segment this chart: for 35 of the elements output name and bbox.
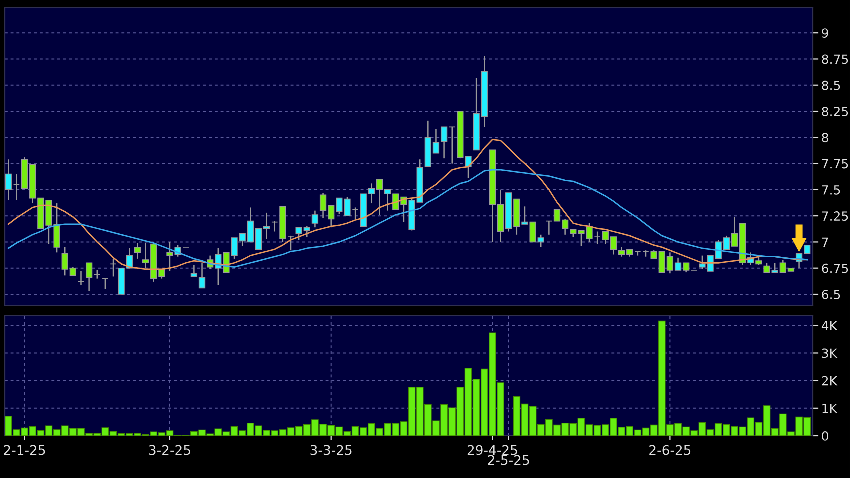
y-tick-label: 7.5 <box>822 186 840 195</box>
y-tick-label: 7 <box>822 238 828 247</box>
candlestick <box>102 278 109 290</box>
y-tick-label: 8.75 <box>822 54 848 64</box>
candlestick <box>5 158 12 202</box>
y-tick-label: 7.25 <box>822 212 848 222</box>
y-tick-label: 9 <box>822 28 828 38</box>
y-tick-label: 8.5 <box>822 80 840 90</box>
candlestick <box>440 126 448 160</box>
x-tick-label: 2-5-25 <box>488 455 530 466</box>
candlestick <box>546 220 553 236</box>
y-tick-label: 6.5 <box>822 290 840 300</box>
candlestick <box>78 270 85 286</box>
candlestick <box>134 242 142 260</box>
y-tick-label: 7.75 <box>822 159 848 169</box>
x-tick-label: 3-2-25 <box>149 445 190 456</box>
candlestick <box>110 258 117 278</box>
candlestick <box>86 262 93 292</box>
x-tick-label: 3-3-25 <box>310 445 352 456</box>
candlestick <box>312 210 319 228</box>
candlestick <box>198 262 206 289</box>
y-tick-label: 0 <box>822 431 828 441</box>
y-tick-label: 8.25 <box>822 106 848 116</box>
y-tick-label: 2K <box>822 376 838 386</box>
x-tick-label: 2-6-25 <box>650 445 691 456</box>
y-tick-label: 8 <box>822 133 828 143</box>
y-tick-label: 3K <box>822 348 838 358</box>
y-tick-label: 1K <box>822 404 838 414</box>
y-tick-label: 4K <box>822 321 838 330</box>
y-tick-label: 6.75 <box>822 264 848 274</box>
line-series <box>8 169 808 268</box>
candlestick <box>190 264 198 278</box>
candlestick <box>13 174 20 202</box>
x-tick-label: 2-1-25 <box>4 445 46 456</box>
x-tick-label: 29-4-25 <box>468 445 518 456</box>
